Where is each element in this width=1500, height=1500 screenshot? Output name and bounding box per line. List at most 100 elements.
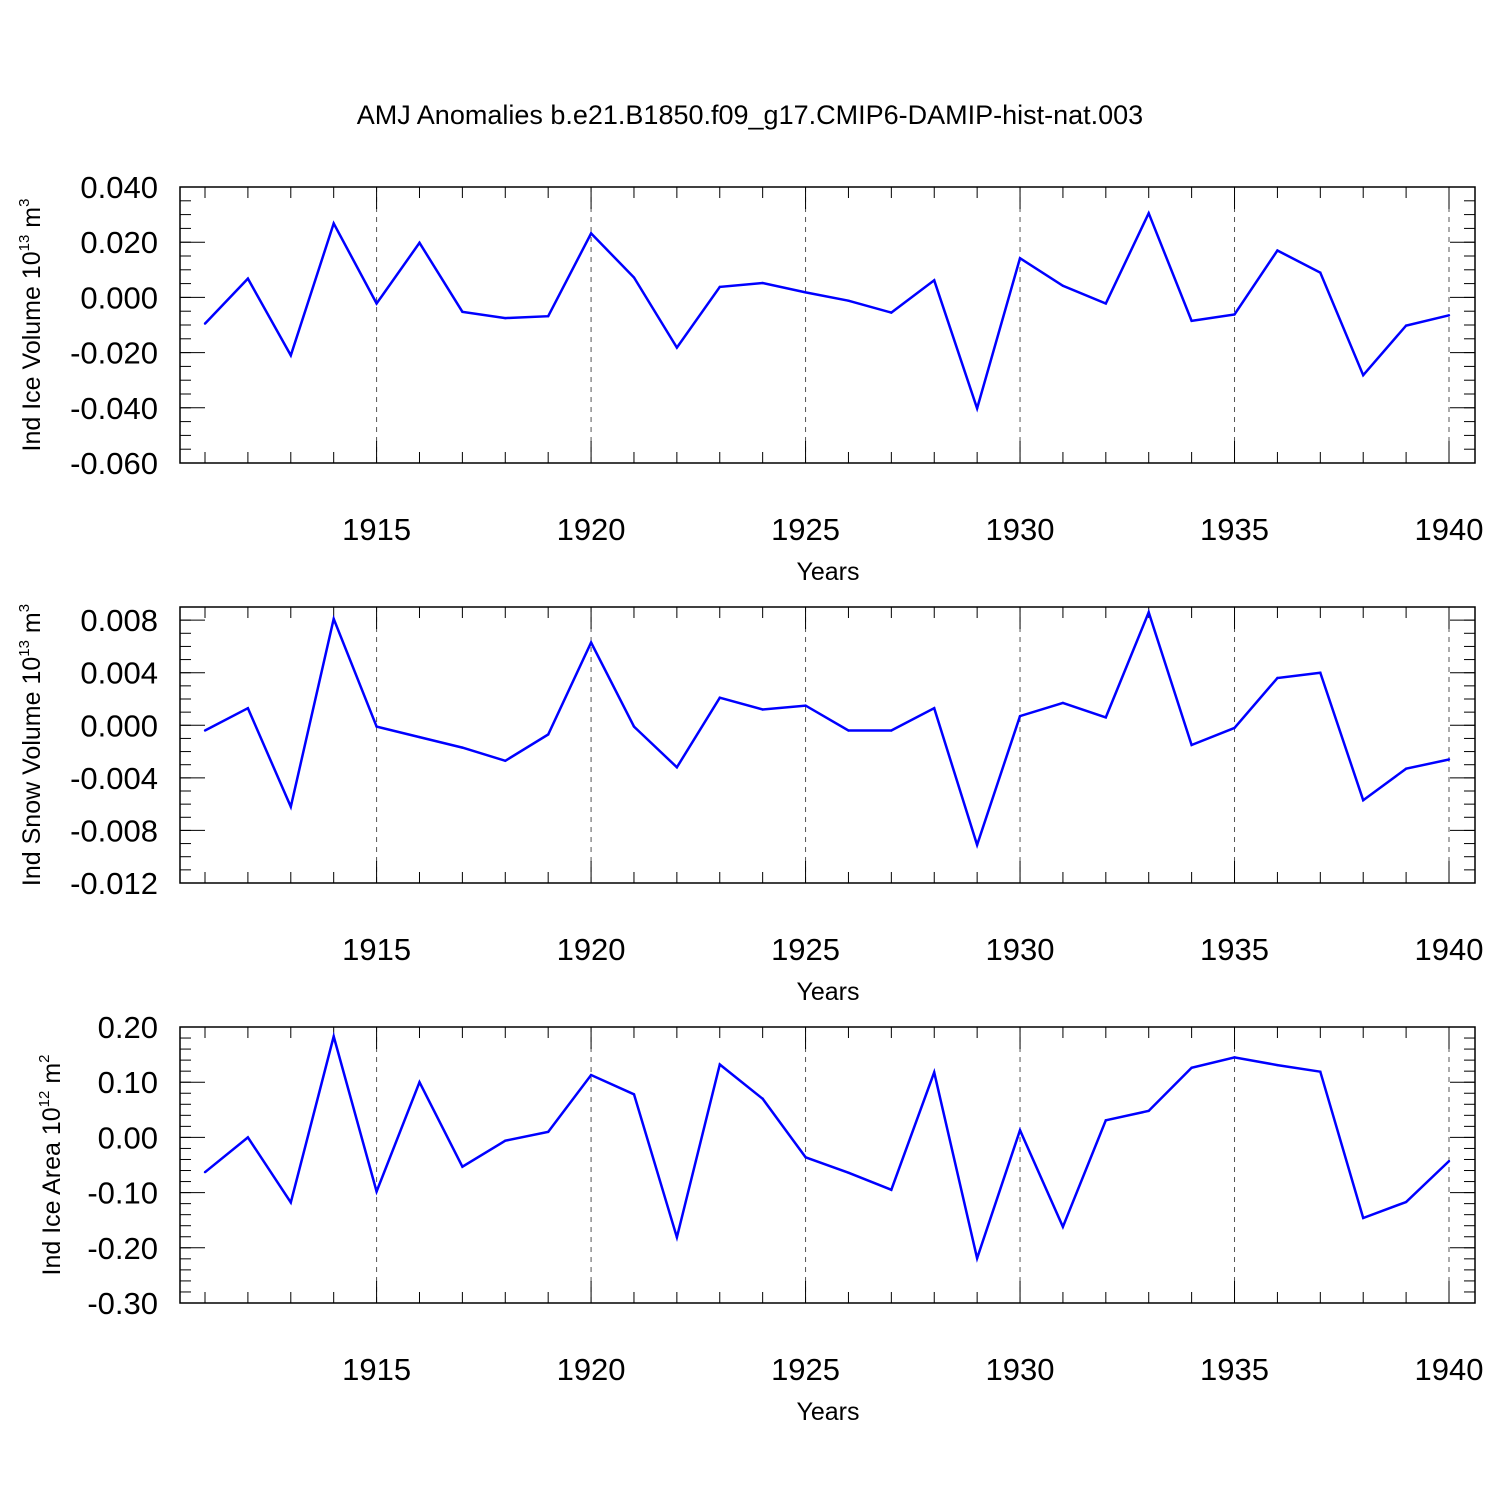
data-point [718,285,721,289]
data-point [718,1063,721,1066]
data-point [1447,1159,1451,1163]
data-point [1147,212,1150,215]
data-point [761,708,764,711]
data-point [1276,249,1279,252]
data-point [1104,302,1108,305]
data-point [246,1136,250,1139]
panel-1: 1915 1920 1925 1930 1935 1940 -0.060 -0.040 -0.0… [16,170,1483,586]
data-point [975,1257,979,1260]
data-point [589,232,593,235]
y-tick-label: 0.004 [80,656,158,691]
data-point [1233,1056,1236,1059]
y-tick-label: 0.20 [98,1010,158,1045]
x-tick-label: 1930 [986,932,1055,967]
x-tick-label: 1935 [1200,512,1269,547]
data-point [632,1093,636,1096]
data-point [418,241,421,244]
data-point [804,1156,807,1159]
y-axis-title-exponent: 12 [36,1091,53,1108]
y-tick-label: -0.060 [70,446,158,481]
x-tick-label: 1935 [1200,1352,1269,1387]
x-tick-label: 1920 [557,932,626,967]
data-point [1362,374,1365,377]
data-point [890,1188,893,1192]
data-point [1447,314,1451,317]
data-point [675,766,679,769]
x-tick-label: 1915 [342,932,411,967]
data-point [375,302,378,305]
x-tick-label: 1915 [342,512,411,547]
data-point [375,725,378,728]
data-point [1061,284,1065,288]
data-point [1276,1063,1279,1067]
data-point [332,617,335,621]
data-point [933,279,936,282]
y-tick-label: 0.000 [80,280,158,315]
y-tick-label: 0.10 [98,1065,158,1100]
x-tick-label: 1925 [771,512,840,547]
x-tick-label: 1925 [771,1352,840,1387]
y-tick-label: -0.10 [87,1176,158,1211]
data-point [418,735,421,739]
data-point [1190,319,1193,323]
data-point [1104,1119,1108,1122]
y-axis-title: Ind Ice Volume 1013 m3 [16,199,46,452]
data-point [1190,743,1193,747]
x-tick-label: 1915 [342,1352,411,1387]
y-tick-label: -0.020 [70,336,158,371]
data-point [1018,257,1022,260]
y-axis-title-unit: m [18,612,46,640]
data-point [203,322,207,325]
x-tick-label: 1930 [986,1352,1055,1387]
data-point [1276,676,1279,680]
x-tick-label: 1920 [557,1352,626,1387]
y-tick-label: 0.00 [98,1120,158,1155]
x-tick-label: 1940 [1415,1352,1484,1387]
x-tick-label: 1930 [986,512,1055,547]
series-line [204,1031,1450,1263]
data-point [375,1190,378,1193]
data-point [332,222,335,225]
data-point [675,346,679,349]
panels: 1915 1920 1925 1930 1935 1940 -0.060 -0.040 -0.0… [16,170,1483,1426]
data-point [1061,701,1065,705]
data-point [504,759,507,762]
y-axis-title-exponent: 13 [16,235,33,252]
x-tick-label: 1920 [557,512,626,547]
data-point [1061,1225,1065,1229]
data-point [461,746,464,749]
data-point [1233,313,1236,316]
y-tick-label: -0.012 [70,866,158,901]
data-point [761,281,764,285]
y-tick-label: -0.004 [70,761,158,796]
data-point [1190,1066,1193,1070]
y-axis-title-unit-exponent: 3 [16,604,33,612]
data-point [1404,1200,1408,1204]
y-axis-title-unit: m [38,1063,66,1091]
data-point [332,1035,335,1038]
y-tick-label: 0.020 [80,225,158,260]
y-tick-label: -0.20 [87,1231,158,1266]
data-point [504,316,507,320]
data-point [589,1073,593,1077]
data-point [1447,758,1451,761]
series-line [204,608,1450,849]
x-tick-label: 1940 [1415,512,1484,547]
data-point [933,1071,936,1074]
x-axis-title: Years [796,978,859,1006]
data-point [1233,726,1236,730]
data-point [718,696,721,699]
data-point [1104,716,1108,719]
data-point [418,1081,421,1084]
y-tick-label: -0.30 [87,1286,158,1321]
data-point [461,1165,464,1168]
plot-frame [179,1026,1476,1304]
data-point [975,407,979,410]
data-point [675,1236,679,1239]
y-axis-title-text: Ind Ice Area 10 [38,1107,66,1275]
x-tick-label: 1935 [1200,932,1269,967]
data-point [1147,611,1150,614]
data-point [546,1130,550,1134]
